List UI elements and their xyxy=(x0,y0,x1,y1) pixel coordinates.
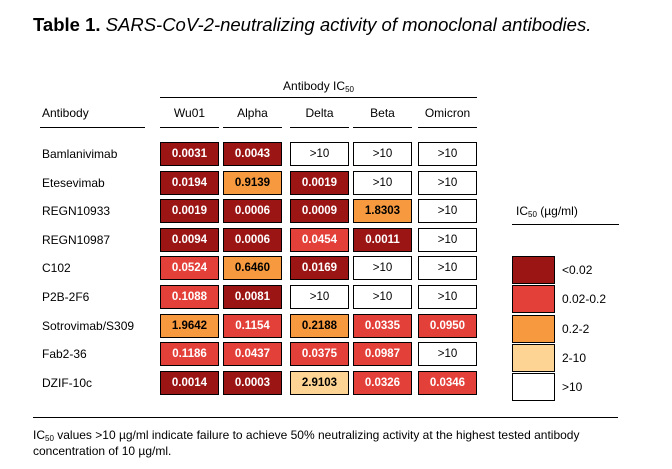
table-cell: 0.6460 xyxy=(223,256,282,281)
table-cell: 1.8303 xyxy=(353,199,412,224)
table-cell: 0.0454 xyxy=(290,227,349,252)
table-cell: 0.0437 xyxy=(223,342,282,367)
legend-label: 0.2-2 xyxy=(562,321,590,336)
table-cell: >10 xyxy=(353,256,412,281)
column-header-delta: Delta xyxy=(305,106,334,120)
legend-swatch xyxy=(512,373,555,402)
legend-swatch xyxy=(512,314,555,343)
table-cell: 2.9103 xyxy=(290,370,349,395)
legend-rule xyxy=(512,224,619,225)
table-cell: 0.1088 xyxy=(160,285,219,309)
column-header-omicron: Omicron xyxy=(424,106,471,120)
legend-title: IC50 (µg/ml) xyxy=(516,204,578,219)
table-cell: 0.0375 xyxy=(290,342,349,367)
legend-swatch xyxy=(512,256,555,284)
table-cell: 0.0094 xyxy=(160,227,219,252)
table-cell: >10 xyxy=(290,142,349,166)
footnote-text: values >10 µg/ml indicate failure to ach… xyxy=(33,428,580,458)
column-header-rule xyxy=(418,127,477,128)
table-cell: >10 xyxy=(353,170,412,195)
legend-label: 2-10 xyxy=(562,350,587,365)
row-label: DZIF-10c xyxy=(42,375,93,390)
table-cell: 1.9642 xyxy=(160,313,219,338)
row-label: Fab2-36 xyxy=(42,347,87,362)
legend-swatch xyxy=(512,285,555,314)
column-header-rule xyxy=(223,127,282,128)
footnote-prefix: IC xyxy=(33,428,45,442)
group-header: Antibody IC50 xyxy=(160,79,477,94)
table-cell: >10 xyxy=(418,142,477,166)
antibody-header-rule xyxy=(40,127,145,128)
column-header-beta: Beta xyxy=(370,106,395,120)
table-cell: 0.0031 xyxy=(160,142,219,166)
table-cell: 0.0169 xyxy=(290,256,349,281)
legend-label: >10 xyxy=(562,380,583,395)
table-cell: 0.0194 xyxy=(160,170,219,195)
group-header-sub: 50 xyxy=(345,85,354,94)
row-label: Etesevimab xyxy=(42,175,105,190)
row-label: REGN10933 xyxy=(42,204,111,219)
column-header-antibody: Antibody xyxy=(42,106,89,120)
table-cell: 0.0011 xyxy=(353,227,412,252)
row-label: P2B-2F6 xyxy=(42,290,90,304)
legend-title-text: IC xyxy=(516,204,528,218)
table-cell: 0.0009 xyxy=(290,199,349,224)
table-cell: 0.1154 xyxy=(223,313,282,338)
table-cell: 0.0081 xyxy=(223,285,282,309)
table-cell: >10 xyxy=(418,285,477,309)
table-cell: 0.0019 xyxy=(160,199,219,224)
table-cell: >10 xyxy=(353,285,412,309)
legend-swatch xyxy=(512,343,555,372)
table-cell: 0.0950 xyxy=(418,313,477,338)
table-cell: >10 xyxy=(418,227,477,252)
group-header-rule xyxy=(160,97,477,98)
table-cell: >10 xyxy=(353,142,412,166)
table-cell: 0.0346 xyxy=(418,370,477,395)
table-title-text: SARS-CoV-2-neutralizing activity of mono… xyxy=(105,14,592,35)
table-cell: 0.0003 xyxy=(223,370,282,395)
table-cell: 0.0987 xyxy=(353,342,412,367)
legend-title-unit: (µg/ml) xyxy=(536,204,578,218)
column-header-rule xyxy=(353,127,412,128)
table-cell: >10 xyxy=(418,199,477,224)
footnote-sub: 50 xyxy=(45,434,54,443)
table-cell: >10 xyxy=(418,256,477,281)
footnote: IC50 values >10 µg/ml indicate failure t… xyxy=(33,427,633,459)
legend-title-sub: 50 xyxy=(528,210,537,219)
column-header-wu01: Wu01 xyxy=(173,106,206,120)
row-label: Sotrovimab/S309 xyxy=(42,318,135,333)
table-cell: 0.9139 xyxy=(223,170,282,195)
table-cell: 0.0014 xyxy=(160,370,219,395)
row-label: Bamlanivimab xyxy=(42,147,118,161)
column-header-rule xyxy=(290,127,349,128)
table-cell: >10 xyxy=(290,285,349,309)
table-title: Table 1. SARS-CoV-2-neutralizing activit… xyxy=(33,14,591,36)
group-header-text: Antibody IC xyxy=(283,79,346,93)
table-cell: >10 xyxy=(418,342,477,367)
row-label: REGN10987 xyxy=(42,232,111,247)
table-cell: >10 xyxy=(418,170,477,195)
table-cell: 0.0019 xyxy=(290,170,349,195)
row-label: C102 xyxy=(42,261,71,276)
table-cell: 0.2188 xyxy=(290,313,349,338)
table-cell: 0.0043 xyxy=(223,142,282,166)
legend-label: <0.02 xyxy=(562,263,593,277)
table-title-prefix: Table 1. xyxy=(33,14,101,35)
table-cell: 0.0006 xyxy=(223,199,282,224)
column-header-rule xyxy=(160,127,219,128)
column-header-alpha: Alpha xyxy=(237,106,268,120)
table-cell: 0.0524 xyxy=(160,256,219,281)
table-cell: 0.0006 xyxy=(223,227,282,252)
table-cell: 0.0326 xyxy=(353,370,412,395)
legend-label: 0.02-0.2 xyxy=(562,292,607,307)
table-cell: 0.0335 xyxy=(353,313,412,338)
footnote-rule xyxy=(33,417,618,418)
table-cell: 0.1186 xyxy=(160,342,219,367)
